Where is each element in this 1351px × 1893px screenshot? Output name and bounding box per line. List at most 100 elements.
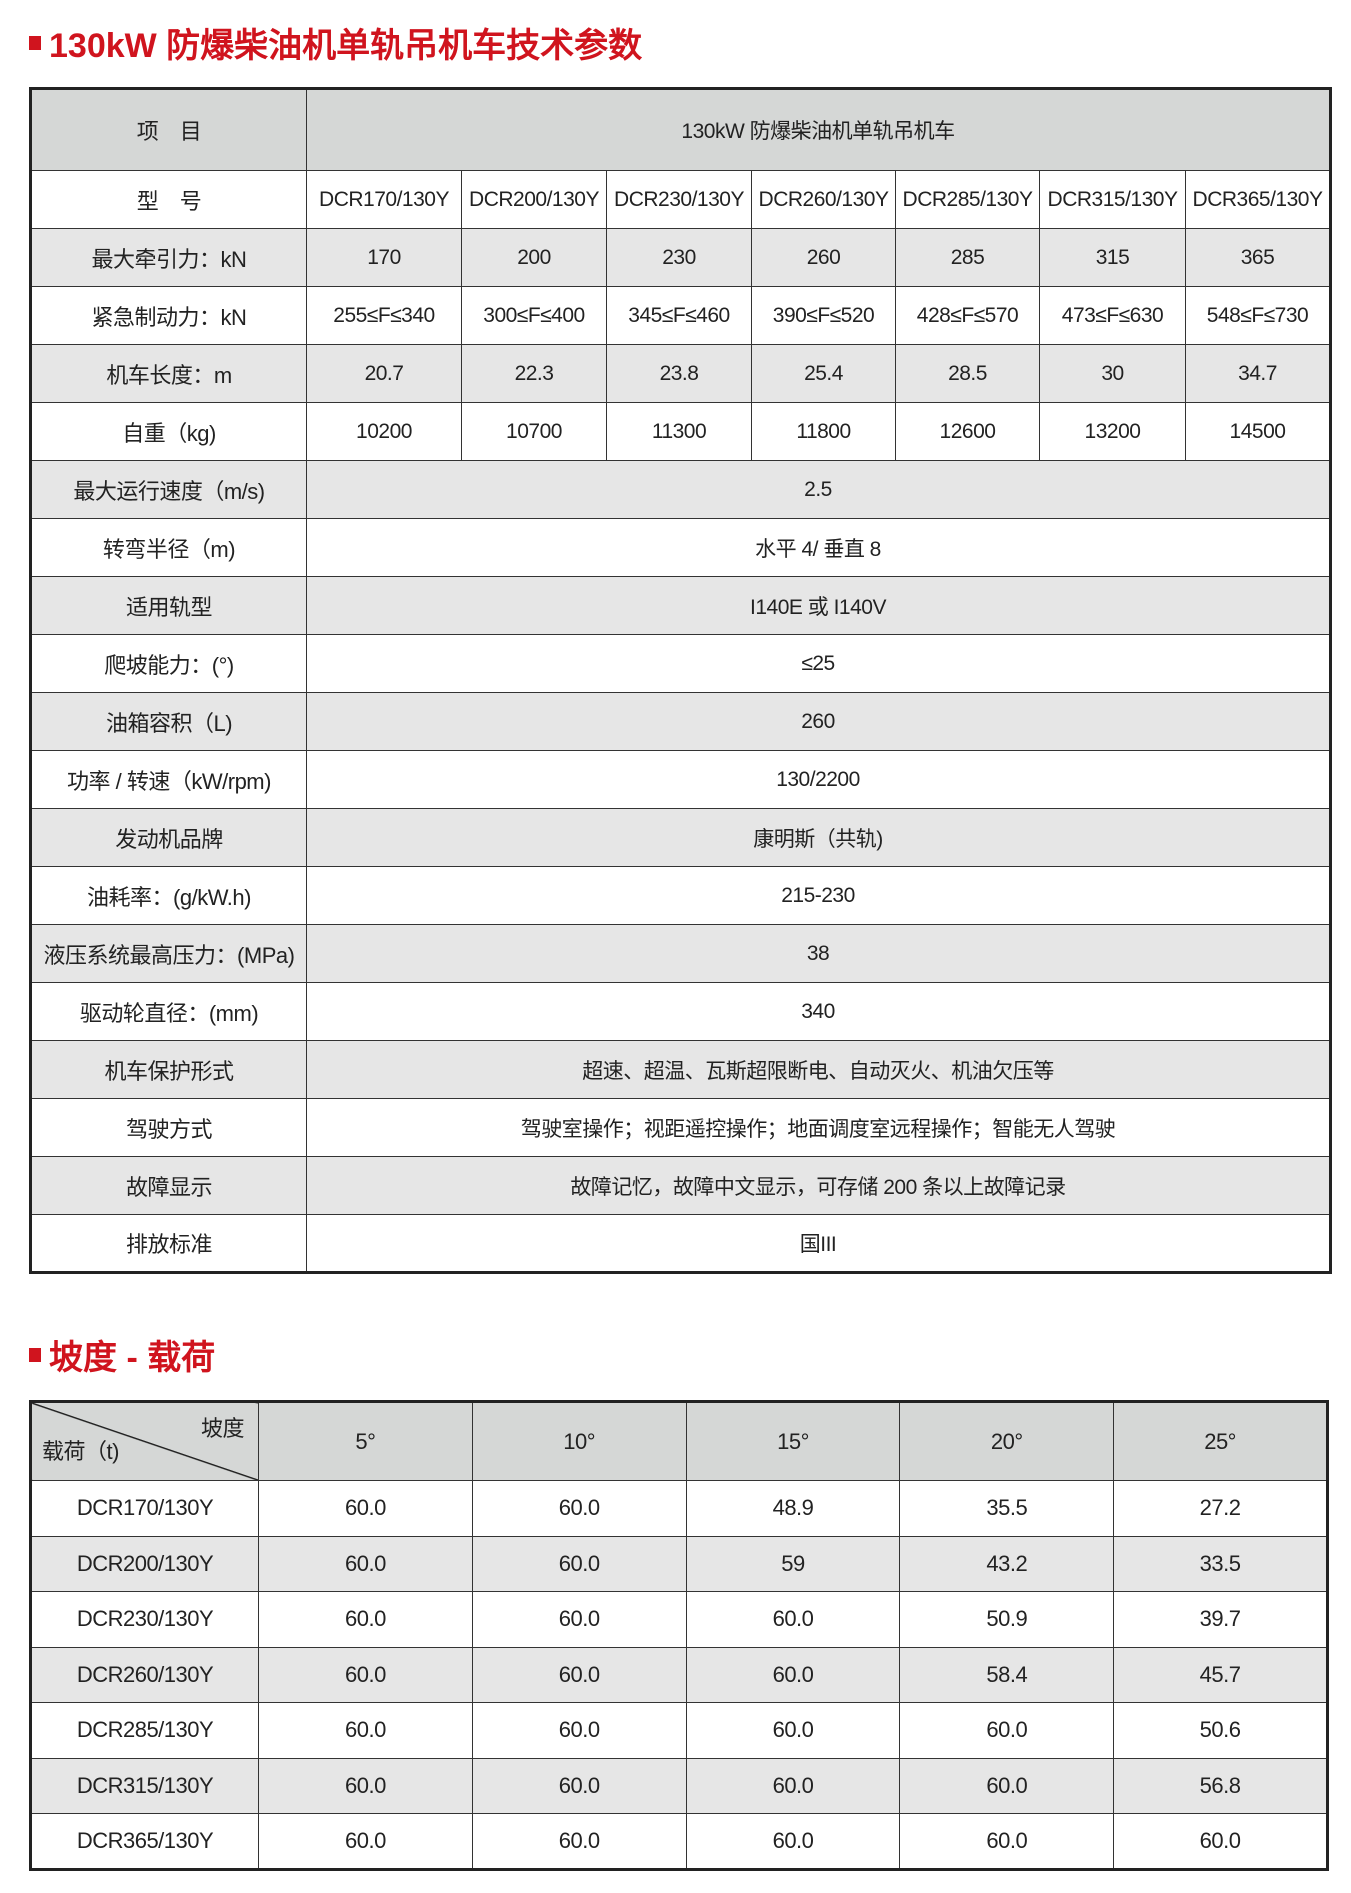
load-cell: 60.0	[258, 1646, 473, 1703]
row-label: 油耗率：(g/kW.h)	[30, 866, 307, 925]
value-cell: 驾驶室操作；视距遥控操作；地面调度室远程操作；智能无人驾驶	[305, 1098, 1332, 1157]
table-row: DCR365/130Y 60.0 60.0 60.0 60.0 60.0	[30, 1813, 1328, 1870]
value-cell: 11800	[751, 402, 896, 461]
value-cell: 38	[305, 924, 1332, 983]
table-row: 排放标准 国III	[30, 1214, 1332, 1273]
value-cell: I140E 或 I140V	[305, 576, 1332, 635]
value-cell: 34.7	[1184, 344, 1332, 403]
row-label: 排放标准	[30, 1214, 307, 1273]
value-cell: 215-230	[305, 866, 1332, 925]
row-label: 转弯半径（m)	[30, 518, 307, 577]
slope-load-table: 坡度 载荷（t) 5° 10° 15° 20° 25° DCR170/130Y 60.0 60.0…	[29, 1400, 1329, 1871]
table-row: 紧急制动力：kN 255≤F≤340 300≤F≤400 345≤F≤460 390≤F…	[30, 286, 1332, 345]
model-cell: DCR230/130Y	[30, 1591, 259, 1648]
load-cell: 27.2	[1113, 1480, 1328, 1537]
value-cell: 国III	[305, 1214, 1332, 1273]
load-cell: 60.0	[685, 1591, 901, 1648]
value-cell: 365	[1184, 228, 1332, 287]
model-cell: DCR260/130Y	[30, 1646, 259, 1703]
value-cell: 345≤F≤460	[606, 286, 752, 345]
load-cell: 60.0	[258, 1535, 473, 1592]
load-cell: 60.0	[471, 1757, 687, 1814]
load-cell: 58.4	[899, 1646, 1115, 1703]
load-cell: 60.0	[899, 1702, 1115, 1759]
load-cell: 60.0	[258, 1702, 473, 1759]
value-cell: 260	[305, 692, 1332, 751]
value-cell: 255≤F≤340	[306, 286, 462, 345]
table-row: DCR200/130Y 60.0 60.0 59 43.2 33.5	[30, 1535, 1328, 1592]
model-cell: DCR230/130Y	[606, 170, 752, 229]
row-label: 驱动轮直径：(mm)	[30, 982, 307, 1041]
table-row: 驱动轮直径：(mm) 340	[30, 982, 1332, 1041]
bullet-square-icon	[29, 35, 41, 50]
value-cell: 170	[306, 228, 462, 287]
load-cell: 50.9	[899, 1591, 1115, 1648]
model-cell: DCR170/130Y	[30, 1480, 259, 1537]
model-cell: DCR365/130Y	[30, 1813, 259, 1870]
value-cell: 428≤F≤570	[895, 286, 1040, 345]
load-cell: 60.0	[899, 1813, 1115, 1870]
value-cell: 25.4	[751, 344, 896, 403]
section-title-specs: 130kW 防爆柴油机单轨吊机车技术参数	[29, 18, 642, 67]
value-cell: 260	[751, 228, 896, 287]
load-cell: 56.8	[1113, 1757, 1328, 1814]
load-cell: 50.6	[1113, 1702, 1328, 1759]
value-cell: 康明斯（共轨)	[305, 808, 1332, 867]
corner-header: 坡度 载荷（t)	[30, 1401, 259, 1481]
row-label: 液压系统最高压力：(MPa)	[30, 924, 307, 983]
header-item: 项 目	[30, 88, 307, 171]
value-cell: 200	[461, 228, 607, 287]
section-title-slope: 坡度 - 载荷	[29, 1330, 215, 1379]
row-label: 最大运行速度（m/s)	[30, 460, 307, 519]
table-row: 机车保护形式 超速、超温、瓦斯超限断电、自动灭火、机油欠压等	[30, 1040, 1332, 1099]
row-label: 爬坡能力：(°)	[30, 634, 307, 693]
load-cell: 60.0	[471, 1591, 687, 1648]
table-row: 爬坡能力：(°) ≤25	[30, 634, 1332, 693]
value-cell: 315	[1039, 228, 1186, 287]
angle-header: 15°	[685, 1401, 901, 1481]
load-cell: 33.5	[1113, 1535, 1328, 1592]
section-title-text: 坡度 - 载荷	[49, 1339, 216, 1377]
table-row: DCR170/130Y 60.0 60.0 48.9 35.5 27.2	[30, 1480, 1328, 1537]
table-row: 油箱容积（L) 260	[30, 692, 1332, 751]
row-label: 型 号	[30, 170, 307, 229]
load-cell: 60.0	[471, 1646, 687, 1703]
row-label: 紧急制动力：kN	[30, 286, 307, 345]
row-label: 故障显示	[30, 1156, 307, 1215]
load-cell: 60.0	[685, 1702, 901, 1759]
model-cell: DCR170/130Y	[306, 170, 462, 229]
value-cell: 230	[606, 228, 752, 287]
value-cell: 12600	[895, 402, 1040, 461]
load-cell: 43.2	[899, 1535, 1115, 1592]
table-row: 转弯半径（m) 水平 4/ 垂直 8	[30, 518, 1332, 577]
load-cell: 60.0	[258, 1480, 473, 1537]
load-cell: 60.0	[471, 1480, 687, 1537]
row-label: 自重（kg)	[30, 402, 307, 461]
load-cell: 39.7	[1113, 1591, 1328, 1648]
load-cell: 60.0	[258, 1591, 473, 1648]
row-label: 机车长度：m	[30, 344, 307, 403]
table-row: DCR285/130Y 60.0 60.0 60.0 60.0 50.6	[30, 1702, 1328, 1759]
value-cell: 473≤F≤630	[1039, 286, 1186, 345]
load-cell: 60.0	[471, 1702, 687, 1759]
table-row: 液压系统最高压力：(MPa) 38	[30, 924, 1332, 983]
model-cell: DCR285/130Y	[30, 1702, 259, 1759]
angle-header: 5°	[258, 1401, 473, 1481]
value-cell: 20.7	[306, 344, 462, 403]
row-label: 最大牵引力：kN	[30, 228, 307, 287]
value-cell: 水平 4/ 垂直 8	[305, 518, 1332, 577]
diagonal-divider	[32, 1403, 258, 1480]
table-row: DCR260/130Y 60.0 60.0 60.0 58.4 45.7	[30, 1646, 1328, 1703]
value-cell: 13200	[1039, 402, 1186, 461]
table-row: 功率 / 转速（kW/rpm) 130/2200	[30, 750, 1332, 809]
value-cell: 14500	[1184, 402, 1332, 461]
table-row: 驾驶方式 驾驶室操作；视距遥控操作；地面调度室远程操作；智能无人驾驶	[30, 1098, 1332, 1157]
load-cell: 60.0	[685, 1757, 901, 1814]
row-label: 油箱容积（L)	[30, 692, 307, 751]
angle-header: 25°	[1113, 1401, 1328, 1481]
value-cell: 28.5	[895, 344, 1040, 403]
load-cell: 48.9	[685, 1480, 901, 1537]
load-cell: 60.0	[471, 1813, 687, 1870]
value-cell: 10700	[461, 402, 607, 461]
row-label: 驾驶方式	[30, 1098, 307, 1157]
